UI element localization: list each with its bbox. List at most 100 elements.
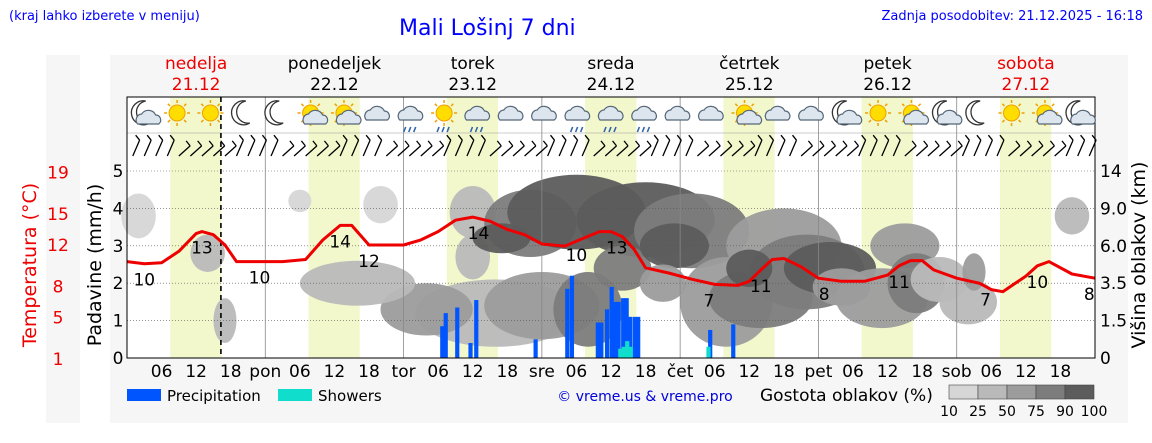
wind-barb bbox=[593, 140, 606, 157]
sun-icon bbox=[197, 100, 224, 126]
cloud-blob bbox=[639, 223, 709, 269]
credit-text: © vreme.us & vreme.pro bbox=[557, 389, 732, 405]
precipitation-bar bbox=[595, 322, 600, 358]
sun-cloud-icon bbox=[297, 100, 329, 126]
day-date: 23.12 bbox=[448, 75, 497, 95]
x-tick-label: 12 bbox=[462, 362, 484, 382]
wind-barb bbox=[984, 134, 994, 157]
cloud-blob bbox=[812, 268, 871, 306]
wind-barb bbox=[789, 134, 798, 157]
wind-barb bbox=[316, 140, 329, 157]
temp-tick-label: 15 bbox=[47, 205, 69, 225]
wind-barb bbox=[132, 134, 141, 157]
day-date: 27.12 bbox=[1002, 75, 1051, 95]
precipitation-bar bbox=[599, 322, 604, 358]
precip-tick-label: 2 bbox=[113, 274, 124, 294]
cloud-blob bbox=[190, 234, 225, 272]
wind-barb bbox=[673, 134, 682, 157]
cloud-blob bbox=[121, 193, 156, 239]
precipitation-bar bbox=[468, 343, 473, 358]
cloud-density-swatch bbox=[1006, 384, 1037, 400]
wind-barb bbox=[178, 140, 191, 157]
wind-barb bbox=[938, 140, 952, 157]
plot-frame bbox=[126, 96, 1096, 359]
precip-tick-label: 3 bbox=[113, 237, 124, 257]
wind-barb bbox=[846, 140, 860, 157]
wind-barb bbox=[1077, 134, 1086, 157]
precipitation-bar bbox=[636, 316, 641, 358]
wind-barb bbox=[662, 134, 671, 157]
cloud-blob bbox=[299, 260, 416, 306]
wind-barb bbox=[650, 134, 659, 157]
wind-barb bbox=[881, 134, 890, 157]
x-tick-label: 12 bbox=[877, 362, 899, 382]
precipitation-bar bbox=[533, 339, 538, 358]
page-title: Mali Lošinj 7 dni bbox=[399, 16, 576, 41]
wind-barb bbox=[420, 140, 433, 157]
wind-barb bbox=[524, 140, 537, 157]
temperature-label: 10 bbox=[1027, 273, 1049, 293]
wind-barb bbox=[708, 140, 721, 157]
cloud-density-legend-title: Gostota oblakov (%) bbox=[760, 386, 933, 406]
temp-tick-label: 19 bbox=[47, 164, 69, 184]
cloud-rain-icon bbox=[397, 105, 424, 133]
cloud-density-tick: 10 bbox=[940, 404, 958, 420]
wind-barb bbox=[143, 134, 152, 157]
cloud-height-tick-label: 0 bbox=[1100, 349, 1111, 369]
wind-barb bbox=[1019, 140, 1032, 157]
wind-barb bbox=[1008, 140, 1021, 157]
sun-icon bbox=[164, 100, 191, 126]
wind-barb bbox=[1088, 134, 1097, 157]
precip-tick-label: 1 bbox=[113, 312, 124, 332]
showers-bar bbox=[706, 346, 711, 358]
wind-barb bbox=[374, 134, 383, 157]
temperature-label: 7 bbox=[704, 291, 715, 311]
x-tick-label: 06 bbox=[289, 362, 311, 382]
temperature-label: 10 bbox=[133, 271, 155, 291]
x-tick-label: 12 bbox=[600, 362, 622, 382]
x-tick-label: sob bbox=[942, 362, 972, 382]
x-tick-label: 18 bbox=[911, 362, 933, 382]
cloud-icon bbox=[497, 105, 524, 121]
cloud-icon bbox=[698, 105, 724, 121]
x-tick-label: pon bbox=[249, 362, 281, 382]
cloud-density-swatch bbox=[977, 384, 1008, 400]
wind-barb bbox=[258, 134, 268, 157]
wind-barb bbox=[547, 134, 556, 157]
precipitation-bar bbox=[443, 313, 448, 358]
wind-barb bbox=[581, 134, 590, 157]
temperature-line bbox=[126, 215, 1096, 294]
x-tick-label: 18 bbox=[358, 362, 380, 382]
x-tick-label: 12 bbox=[185, 362, 207, 382]
day-date: 24.12 bbox=[587, 75, 636, 95]
wind-barb bbox=[754, 134, 763, 157]
x-tick-label: 18 bbox=[496, 362, 518, 382]
moon-icon bbox=[264, 100, 284, 126]
sun-icon bbox=[865, 100, 892, 126]
sun-cloud-icon bbox=[330, 100, 362, 126]
temp-axis-label: Temperatura (°C) bbox=[19, 183, 41, 348]
cloud-rain-icon bbox=[631, 105, 657, 133]
precip-axis-label: Padavine (mm/h) bbox=[84, 184, 106, 347]
wind-barb bbox=[996, 134, 1005, 157]
wind-barb bbox=[823, 140, 836, 157]
precip-tick-label: 5 bbox=[113, 162, 124, 182]
x-tick-label: 18 bbox=[220, 362, 242, 382]
showers-bar bbox=[625, 341, 630, 358]
wind-barb bbox=[201, 140, 214, 157]
moon-cloud-icon bbox=[831, 100, 863, 126]
wind-barb bbox=[477, 134, 486, 157]
wind-barb bbox=[570, 134, 579, 157]
precipitation-bar bbox=[565, 288, 570, 358]
x-tick-label: pet bbox=[804, 362, 832, 382]
temperature-label: 8 bbox=[819, 285, 830, 305]
showers-bar bbox=[628, 346, 633, 358]
wind-barb bbox=[339, 134, 348, 157]
wind-barb bbox=[904, 140, 917, 157]
x-tick-label: 06 bbox=[980, 362, 1002, 382]
temperature-label: 11 bbox=[750, 277, 772, 297]
day-name: ponedeljek bbox=[288, 54, 382, 74]
wind-barb bbox=[616, 140, 629, 157]
wind-barb bbox=[892, 134, 901, 157]
